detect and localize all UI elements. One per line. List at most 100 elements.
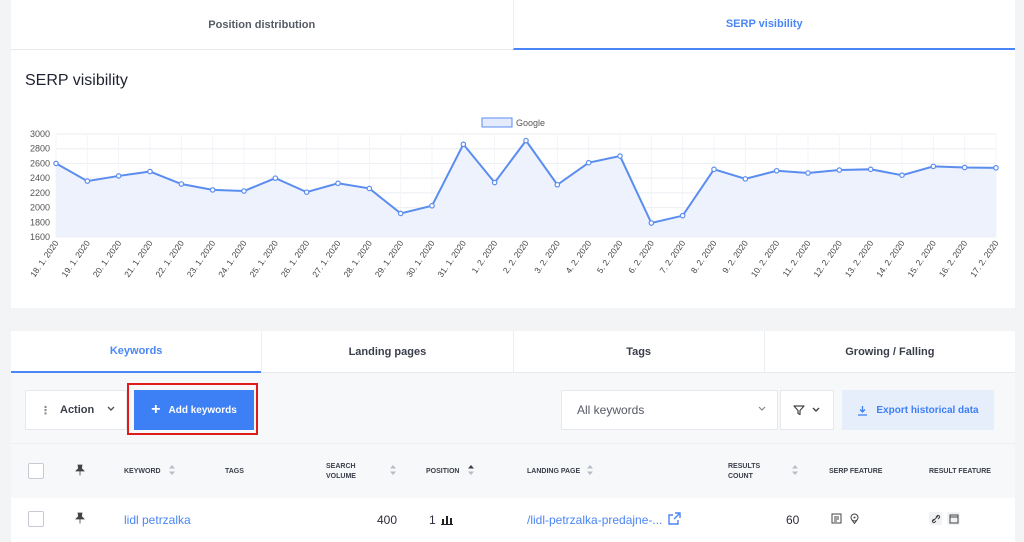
x-tick-label: 11. 2. 2020 (780, 238, 812, 278)
chevron-down-icon (758, 406, 766, 411)
data-point (961, 164, 968, 171)
keyword-filter-select[interactable]: All keywords (561, 390, 778, 430)
export-historical-data-button[interactable]: Export historical data (842, 390, 994, 430)
x-tick-label: 9. 2. 2020 (720, 238, 750, 275)
data-point (53, 160, 59, 167)
annotation-highlight-box (127, 383, 258, 435)
tab-serp-visibility[interactable]: SERP visibility (512, 0, 1015, 50)
pin-icon[interactable] (74, 512, 86, 524)
y-tick-label: 2800 (30, 144, 50, 154)
legend-label: Google (516, 118, 545, 128)
x-tick-label: 20. 1. 2020 (91, 238, 124, 279)
col-keyword[interactable]: KEYWORD (124, 468, 161, 475)
serp-feature-list-icon[interactable] (830, 512, 843, 525)
data-point (335, 180, 341, 187)
col-results-count[interactable]: RESULTS COUNT (728, 463, 761, 480)
tab-landing-pages[interactable]: Landing pages (261, 331, 513, 373)
data-point (460, 141, 467, 148)
x-tick-label: 25. 1. 2020 (247, 238, 280, 279)
select-all-checkbox[interactable] (28, 463, 44, 479)
export-label: Export historical data (876, 404, 979, 416)
sort-icon[interactable] (389, 464, 397, 476)
x-tick-label: 6. 2. 2020 (626, 238, 656, 275)
x-tick-label: 31. 1. 2020 (435, 238, 468, 279)
data-point (366, 185, 373, 192)
bar-chart-icon[interactable] (441, 515, 453, 525)
y-tick-label: 2400 (30, 173, 50, 183)
map-pin-icon[interactable] (848, 512, 861, 525)
x-tick-label: 5. 2. 2020 (595, 238, 625, 275)
x-tick-label: 18. 1. 2020 (28, 238, 61, 279)
data-point (742, 176, 749, 182)
data-point (773, 167, 780, 174)
filter-button[interactable] (780, 390, 834, 430)
chart-title: SERP visibility (25, 72, 128, 89)
data-point (241, 188, 247, 194)
y-tick-label: 2200 (30, 188, 50, 198)
data-point (805, 170, 811, 176)
sub-tab-bar: Keywords Landing pages Tags Growing / Fa… (11, 331, 1015, 373)
tab-tags[interactable]: Tags (512, 331, 764, 373)
results-count-value: 60 (786, 513, 800, 527)
x-tick-label: 21. 1. 2020 (122, 238, 155, 279)
x-tick-label: 10. 2. 2020 (749, 238, 782, 279)
sort-icon[interactable] (791, 464, 799, 476)
x-tick-label: 27. 1. 2020 (310, 238, 343, 279)
y-tick-label: 3000 (30, 129, 50, 139)
data-point (585, 159, 592, 166)
data-point (147, 168, 153, 175)
action-dropdown[interactable]: ⋮ Action (25, 390, 127, 430)
data-point (272, 175, 279, 181)
x-tick-label: 13. 2. 2020 (843, 238, 876, 279)
chevron-down-icon (107, 406, 115, 411)
data-point (491, 179, 498, 186)
x-tick-label: 1. 2. 2020 (469, 238, 499, 275)
landing-page-link[interactable]: /lidl-petrzalka-predajne-... (527, 513, 663, 527)
col-result-feature: RESULT FEATURE (929, 468, 991, 475)
tab-growing-falling[interactable]: Growing / Falling (763, 331, 1015, 373)
tab-position-distribution[interactable]: Position distribution (11, 0, 513, 50)
x-tick-label: 30. 1. 2020 (404, 238, 437, 279)
data-point (178, 181, 185, 187)
x-tick-label: 22. 1. 2020 (153, 238, 186, 279)
col-search-volume[interactable]: SEARCH VOLUME (326, 463, 356, 480)
data-point (303, 189, 310, 195)
sort-icon[interactable] (586, 464, 594, 476)
x-tick-label: 12. 2. 2020 (811, 238, 844, 279)
data-point (899, 172, 905, 179)
data-point (711, 166, 717, 173)
x-tick-label: 29. 1. 2020 (373, 238, 406, 279)
filter-icon (793, 405, 805, 416)
col-tags: TAGS (225, 468, 244, 475)
keyword-link[interactable]: lidl petrzalka (124, 513, 191, 527)
image-icon[interactable] (947, 512, 960, 525)
pin-icon[interactable] (74, 464, 86, 476)
x-tick-label: 7. 2. 2020 (657, 238, 687, 275)
col-landing-page[interactable]: LANDING PAGE (527, 468, 581, 475)
download-icon (858, 405, 868, 416)
data-point (429, 202, 435, 209)
link-icon[interactable] (929, 512, 942, 525)
sort-icon[interactable] (168, 464, 176, 476)
x-tick-label: 4. 2. 2020 (563, 238, 593, 275)
col-position[interactable]: POSITION (426, 468, 460, 475)
col-serp-feature: SERP FEATURE (829, 468, 883, 475)
external-link-icon[interactable] (668, 512, 681, 525)
sort-icon[interactable] (467, 464, 475, 476)
data-point (836, 167, 843, 173)
x-tick-label: 26. 1. 2020 (279, 238, 312, 279)
keyword-filter-value: All keywords (577, 403, 645, 417)
x-tick-label: 14. 2. 2020 (874, 238, 907, 279)
add-keywords-button[interactable]: + Add keywords (134, 390, 254, 430)
x-tick-label: 23. 1. 2020 (185, 238, 218, 279)
x-tick-label: 28. 1. 2020 (341, 238, 374, 279)
data-point (679, 212, 686, 219)
data-point (115, 173, 122, 179)
data-point (993, 165, 999, 171)
legend-swatch (481, 117, 513, 128)
tab-keywords[interactable]: Keywords (11, 331, 262, 373)
row-checkbox[interactable] (28, 511, 44, 527)
action-label: Action (60, 404, 95, 416)
data-point (84, 178, 91, 184)
y-tick-label: 2000 (30, 203, 50, 213)
